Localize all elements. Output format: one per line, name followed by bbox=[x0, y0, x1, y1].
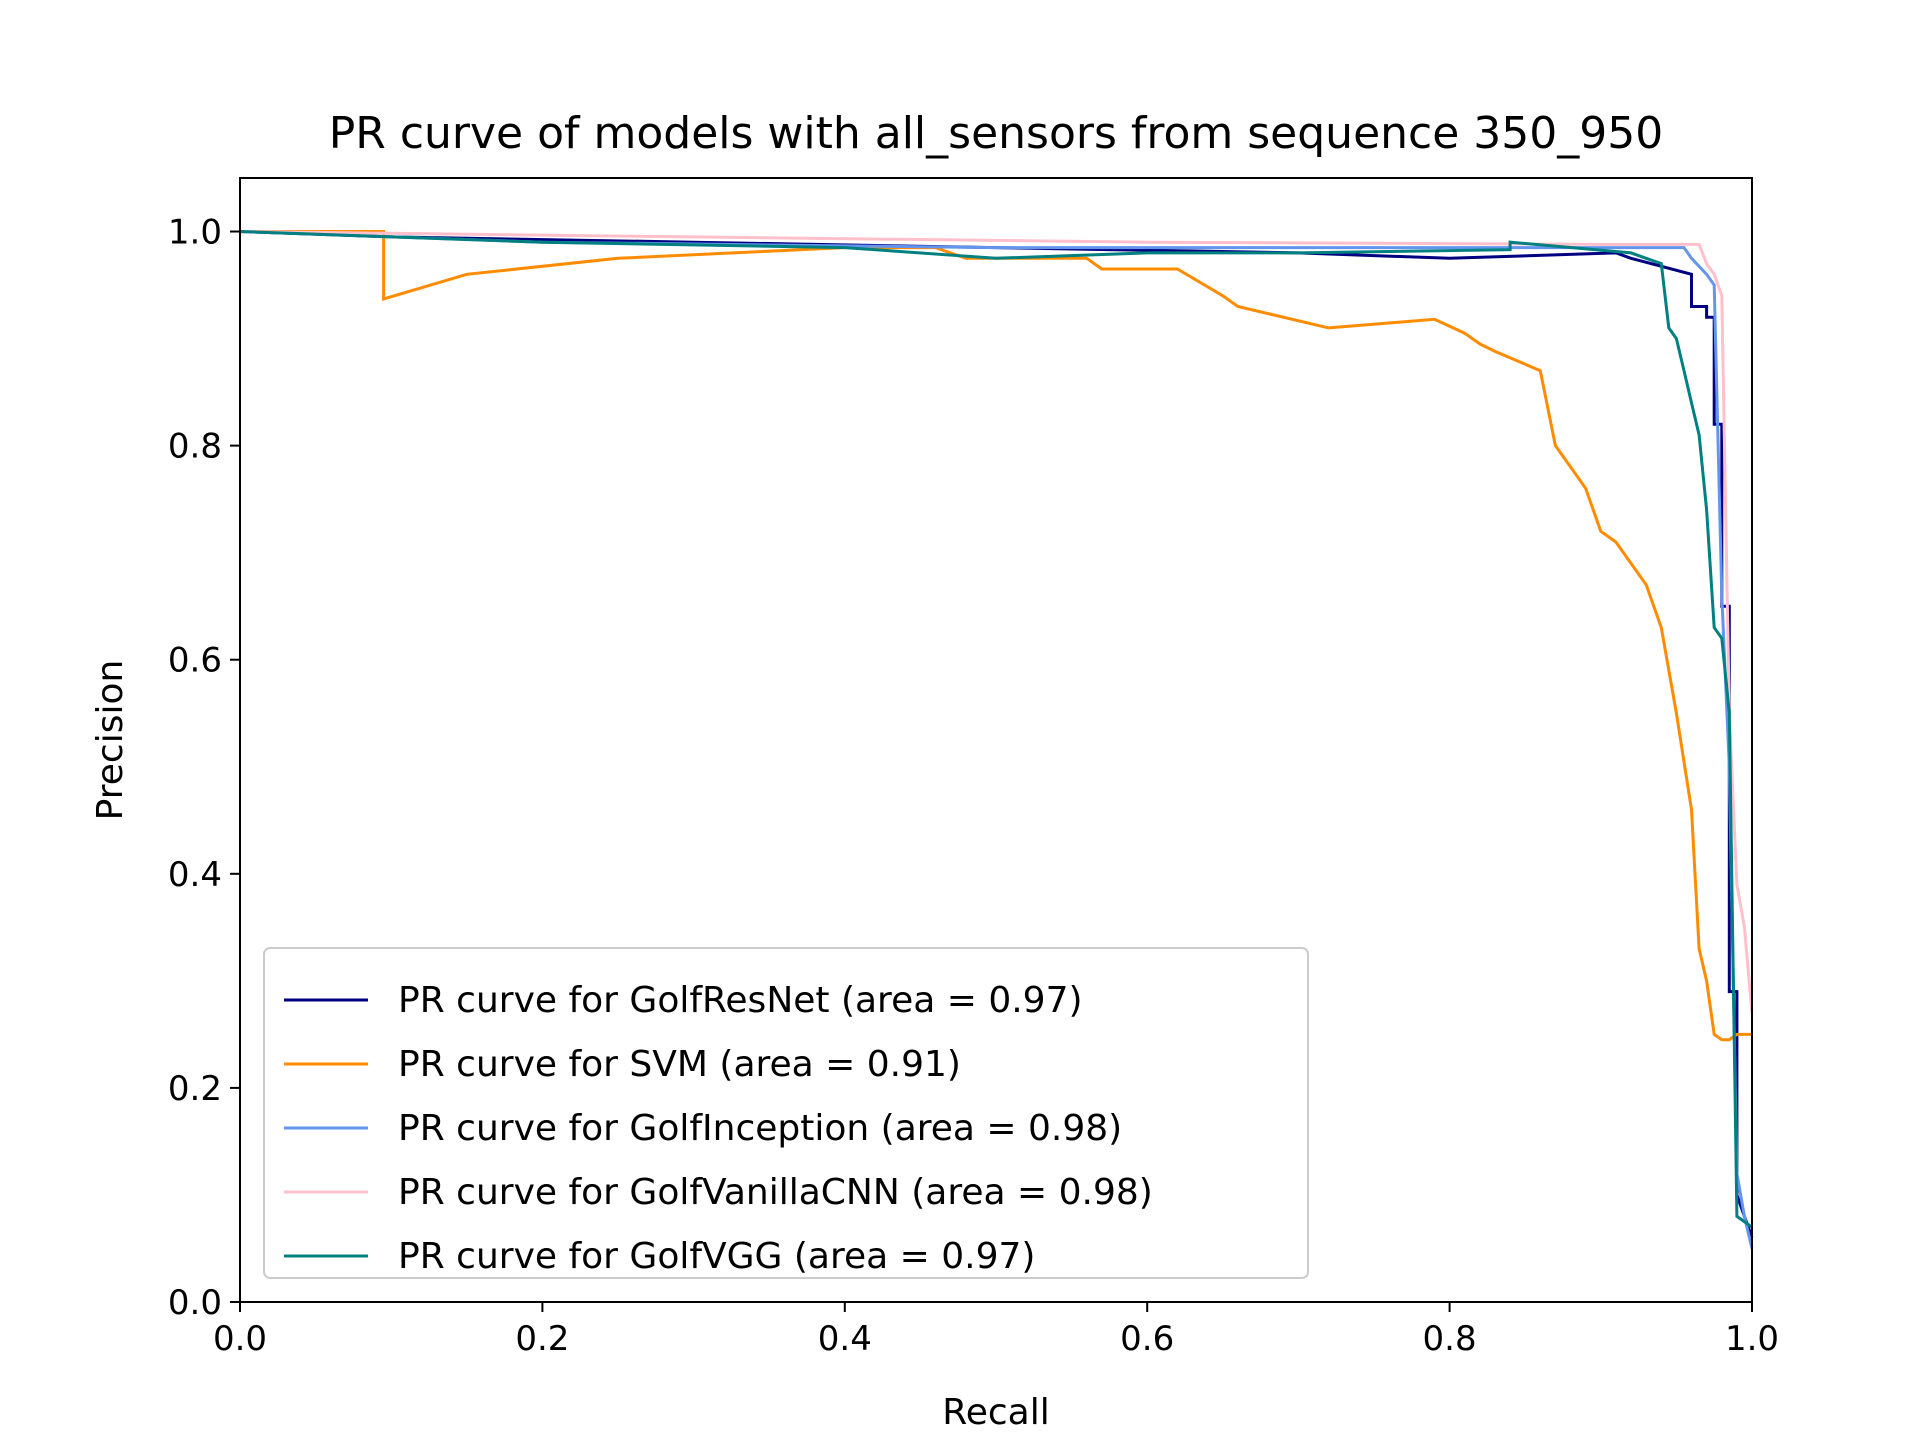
x-tick-label: 0.0 bbox=[213, 1319, 267, 1359]
plot-area bbox=[239, 230, 1754, 1249]
legend-label-1: PR curve for SVM (area = 0.91) bbox=[398, 1044, 961, 1085]
chart-title: PR curve of models with all_sensors from… bbox=[329, 108, 1664, 159]
y-tick-label: 0.4 bbox=[168, 855, 222, 895]
x-tick-label: 0.6 bbox=[1120, 1319, 1174, 1359]
axes-frame bbox=[239, 177, 1753, 1303]
x-axis: 0.0 0.2 0.4 0.6 0.8 1.0 bbox=[213, 1302, 1779, 1359]
y-tick-label: 1.0 bbox=[168, 213, 222, 253]
legend-label-3: PR curve for GolfVanillaCNN (area = 0.98… bbox=[398, 1172, 1153, 1213]
y-tick-label: 0.2 bbox=[168, 1069, 222, 1109]
x-tick-label: 1.0 bbox=[1725, 1319, 1779, 1359]
x-tick-label: 0.2 bbox=[515, 1319, 569, 1359]
y-tick-label: 0.8 bbox=[168, 427, 222, 467]
legend-label-2: PR curve for GolfInception (area = 0.98) bbox=[398, 1108, 1122, 1149]
y-axis-label: Precision bbox=[90, 660, 131, 821]
series-line-4 bbox=[239, 230, 1753, 1229]
y-tick-label: 0.0 bbox=[168, 1283, 222, 1323]
x-axis-label: Recall bbox=[942, 1392, 1049, 1433]
y-axis: 0.0 0.2 0.4 0.6 0.8 1.0 bbox=[168, 213, 240, 1323]
x-tick-label: 0.4 bbox=[818, 1319, 872, 1359]
series-line-3 bbox=[239, 230, 1754, 1014]
legend-label-0: PR curve for GolfResNet (area = 0.97) bbox=[398, 980, 1083, 1021]
series-line-0 bbox=[239, 230, 1754, 1239]
legend-box bbox=[263, 947, 1309, 1279]
legend: PR curve for GolfResNet (area = 0.97) PR … bbox=[263, 947, 1309, 1279]
legend-label-4: PR curve for GolfVGG (area = 0.97) bbox=[398, 1236, 1035, 1277]
x-tick-label: 0.8 bbox=[1423, 1319, 1477, 1359]
y-tick-label: 0.6 bbox=[168, 641, 222, 681]
